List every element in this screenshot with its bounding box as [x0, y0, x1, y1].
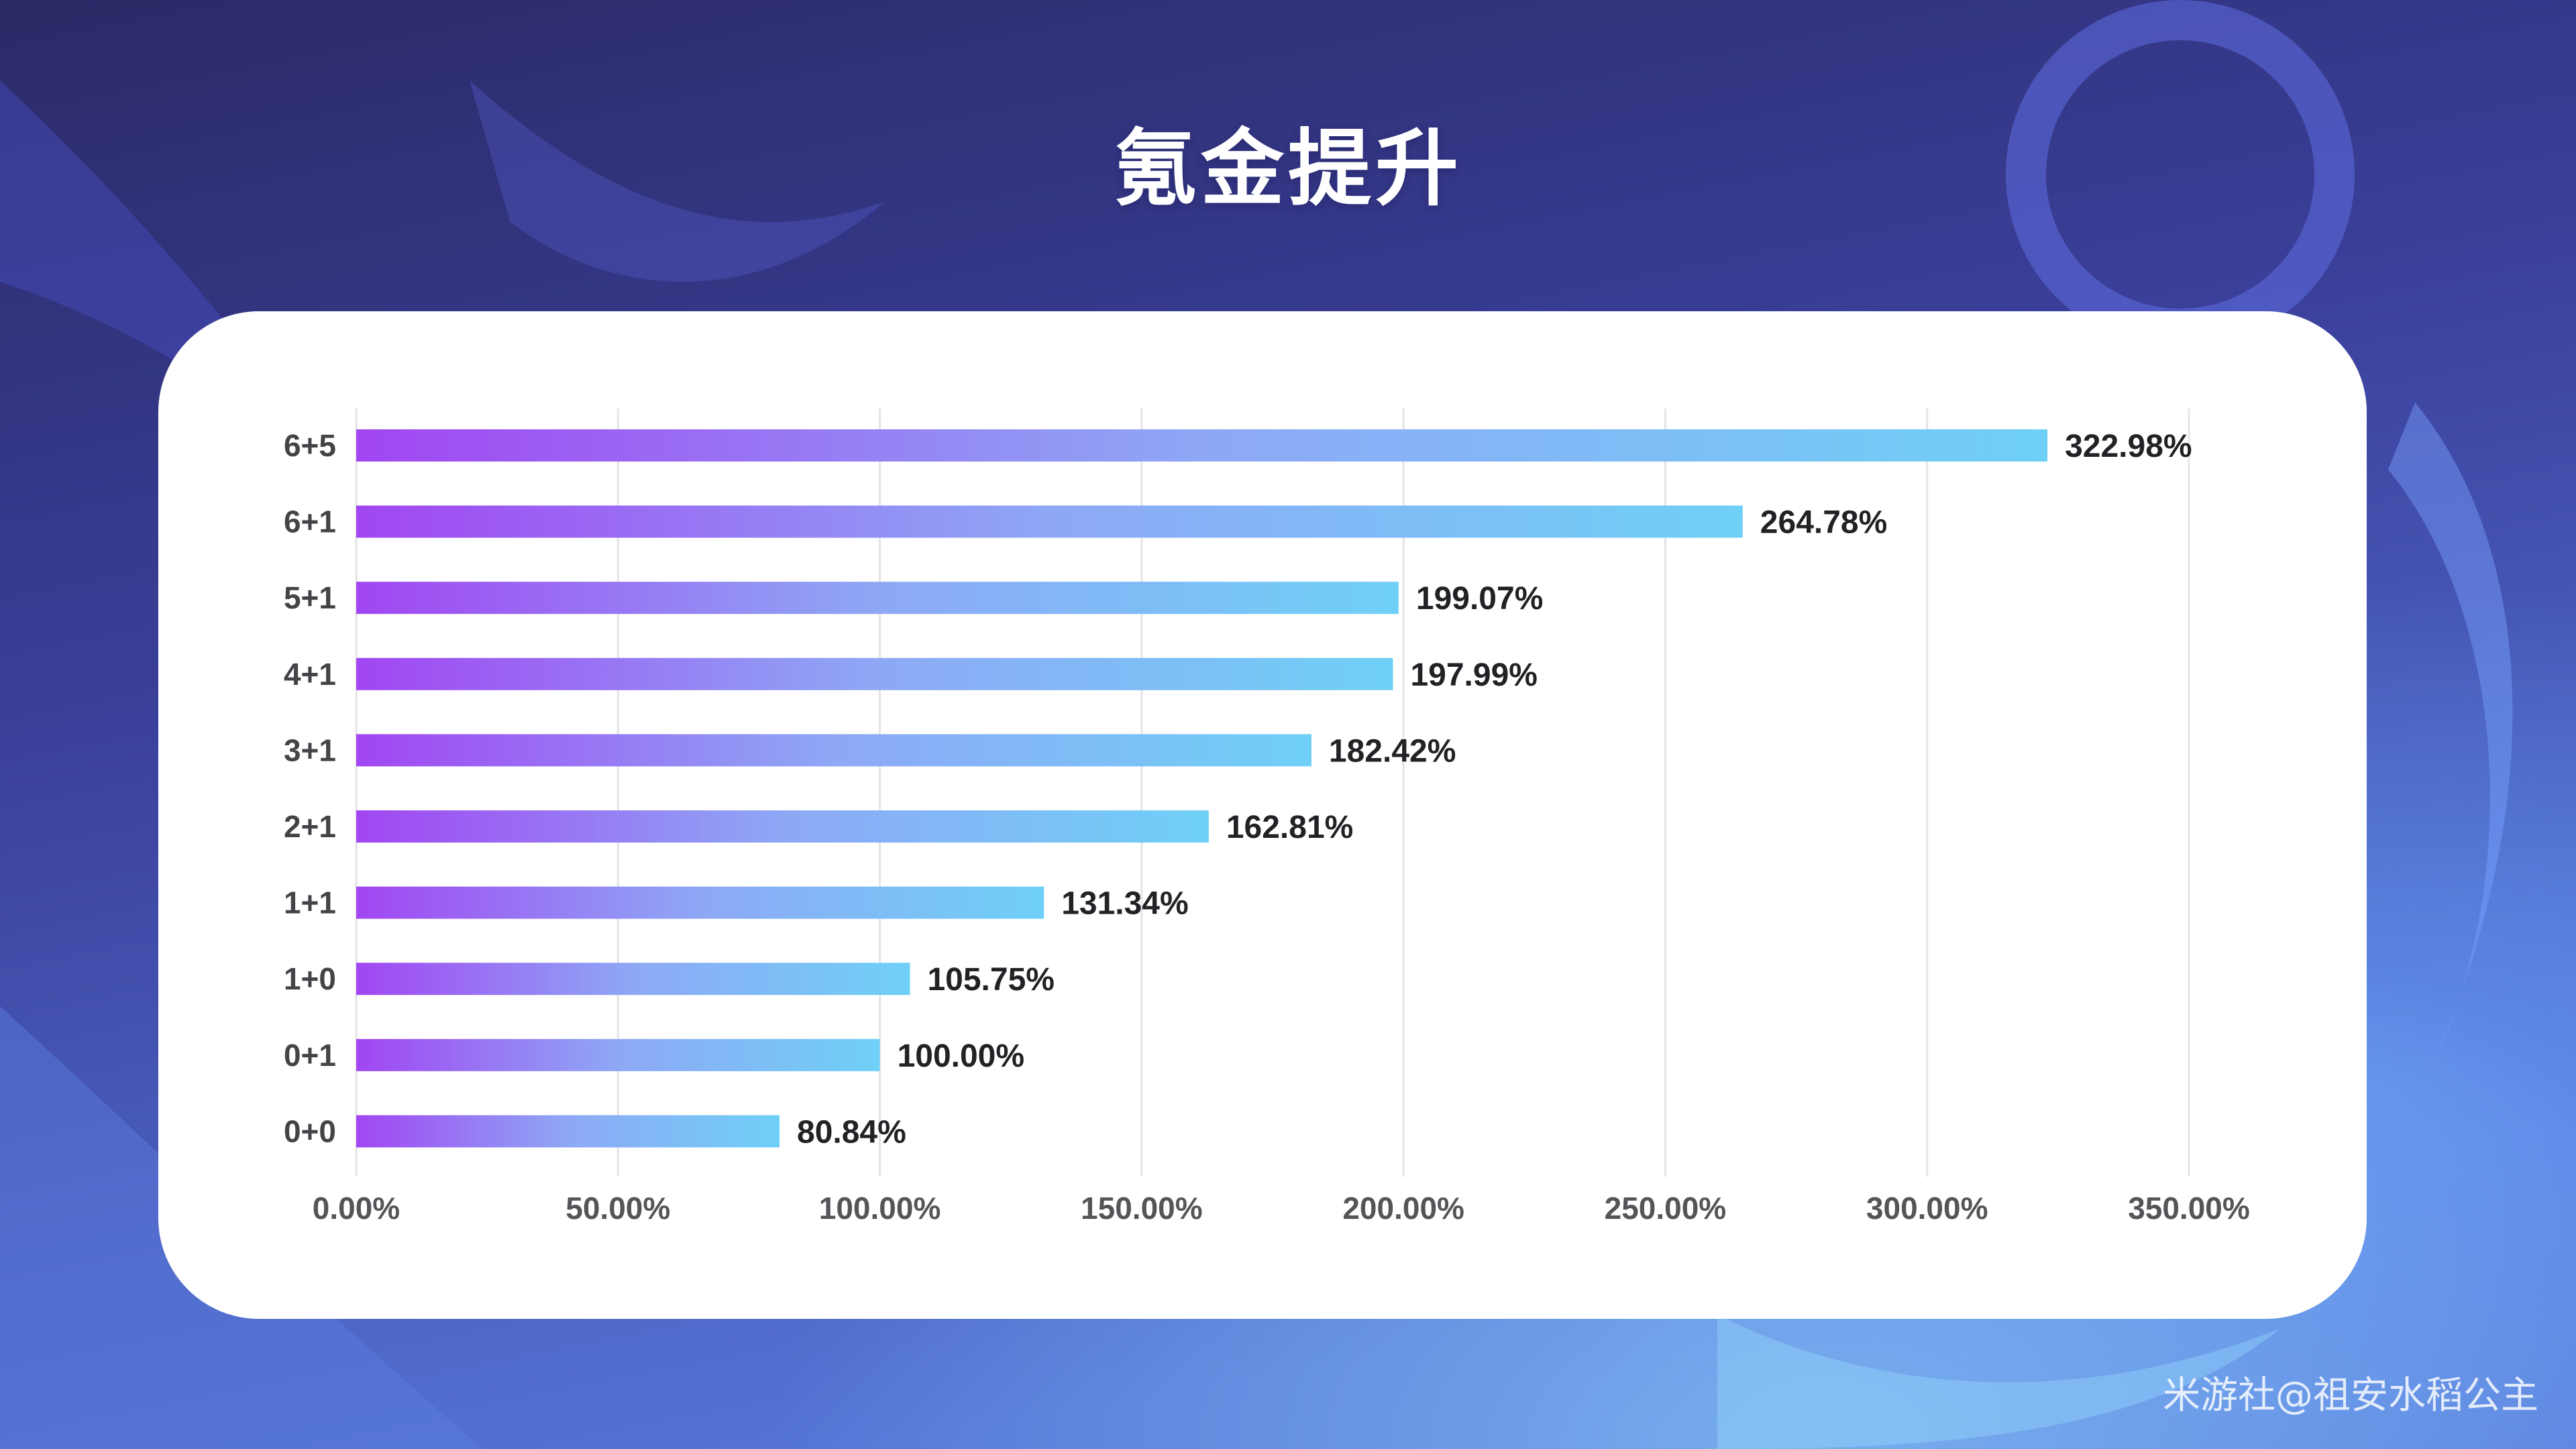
- watermark: 米游社@祖安水稻公主: [2163, 1374, 2538, 1417]
- category-label: 6+1: [284, 504, 336, 539]
- bar: [356, 1038, 880, 1071]
- bar: [356, 963, 910, 996]
- bar: [356, 657, 1393, 690]
- data-label: 80.84%: [797, 1114, 906, 1150]
- x-tick-label: 0.00%: [313, 1191, 400, 1226]
- bar: [356, 582, 1399, 614]
- category-label: 3+1: [284, 733, 336, 767]
- x-tick-label: 250.00%: [1605, 1191, 1727, 1226]
- labels: 0.00% 50.00% 100.00% 150.00% 200.00% 250.00% 3…: [284, 428, 2250, 1226]
- bar: [356, 429, 2048, 462]
- category-label: 0+1: [284, 1038, 336, 1073]
- bar: [356, 810, 1209, 843]
- data-label: 100.00%: [898, 1038, 1025, 1074]
- page-title: 氪金提升: [1113, 121, 1462, 217]
- x-tick-label: 50.00%: [566, 1191, 670, 1226]
- category-label: 1+1: [284, 885, 336, 920]
- bar: [356, 1115, 780, 1148]
- bar: [356, 505, 1743, 538]
- data-label: 105.75%: [927, 962, 1055, 998]
- data-label: 197.99%: [1410, 657, 1538, 693]
- category-label: 6+5: [284, 428, 336, 463]
- bar: [356, 734, 1311, 767]
- data-label: 162.81%: [1226, 810, 1354, 845]
- chart-card: 0.00% 50.00% 100.00% 150.00% 200.00% 250.00% 3…: [158, 311, 2367, 1319]
- data-label: 264.78%: [1760, 505, 1888, 541]
- category-label: 2+1: [284, 809, 336, 844]
- x-tick-label: 350.00%: [2128, 1191, 2250, 1226]
- bar: [356, 886, 1044, 919]
- x-tick-label: 100.00%: [819, 1191, 941, 1226]
- data-label: 322.98%: [2065, 429, 2192, 464]
- x-tick-label: 200.00%: [1342, 1191, 1464, 1226]
- category-label: 1+0: [284, 961, 336, 996]
- category-label: 4+1: [284, 657, 336, 692]
- category-label: 5+1: [284, 580, 336, 615]
- x-tick-label: 150.00%: [1081, 1191, 1203, 1226]
- bar-chart: 0.00% 50.00% 100.00% 150.00% 200.00% 250.00% 3…: [284, 409, 2250, 1226]
- category-label: 0+0: [284, 1114, 336, 1148]
- bars: [356, 429, 2048, 1148]
- x-tick-label: 300.00%: [1866, 1191, 1988, 1226]
- data-label: 182.42%: [1329, 733, 1456, 769]
- data-label: 131.34%: [1061, 886, 1189, 922]
- data-label: 199.07%: [1416, 581, 1544, 616]
